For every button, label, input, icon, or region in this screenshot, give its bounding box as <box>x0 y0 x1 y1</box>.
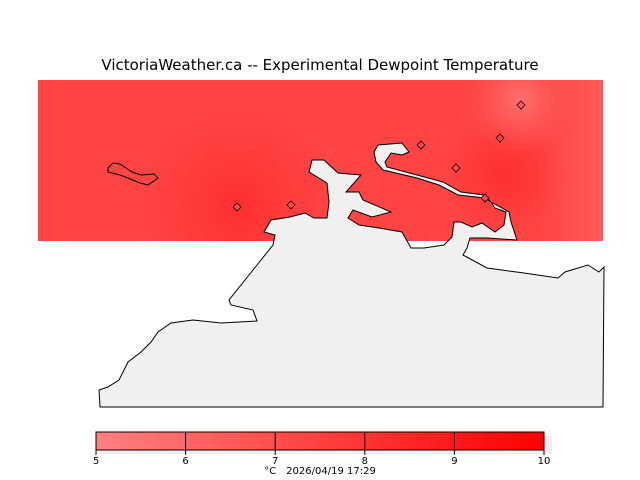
station-marker <box>451 163 461 173</box>
station-marker <box>480 193 490 203</box>
colorbar-tick-label: 8 <box>362 456 368 467</box>
station-marker <box>416 140 426 150</box>
station-marker <box>232 202 242 212</box>
colorbar-tick-label: 10 <box>538 456 551 467</box>
colorbar-tick-label: 9 <box>451 456 457 467</box>
station-markers <box>232 100 526 212</box>
colorbar-caption: °C 2026/04/19 17:29 <box>264 466 376 477</box>
colorbar-ramp <box>95 431 545 451</box>
chart-title: VictoriaWeather.ca -- Experimental Dewpo… <box>101 56 539 74</box>
land-island <box>107 162 159 186</box>
coastline <box>98 142 605 408</box>
colorbar: 5 6 7 8 9 10 <box>93 431 552 467</box>
land-peninsula <box>373 142 492 203</box>
station-marker <box>495 133 505 143</box>
colorbar-tick-label: 6 <box>182 456 188 467</box>
station-marker <box>516 100 526 110</box>
station-marker <box>286 200 296 210</box>
land-mainland <box>98 159 605 408</box>
colorbar-tick-label: 5 <box>93 456 99 467</box>
colorbar-tick-label: 7 <box>272 456 278 467</box>
